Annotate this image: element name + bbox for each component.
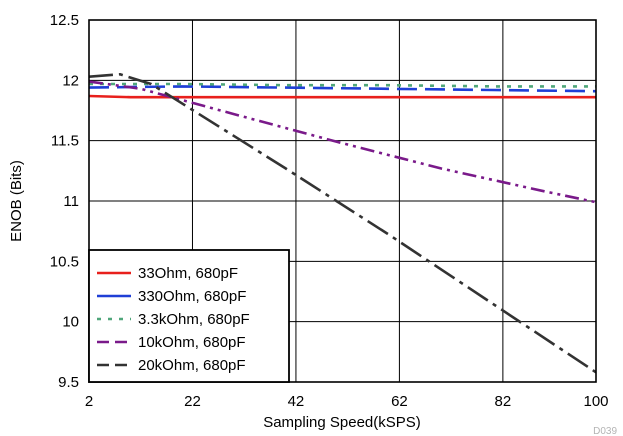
series-line-5 — [89, 73, 596, 374]
x-tick-label: 42 — [288, 393, 305, 410]
x-tick-label: 62 — [391, 393, 408, 410]
series-line-1 — [89, 94, 596, 99]
legend-label-5: 20kOhm, 680pF — [138, 357, 246, 374]
plot-frame — [88, 19, 597, 383]
source-tag: D039 — [593, 426, 617, 436]
legend-label-4: 10kOhm, 680pF — [138, 334, 246, 351]
x-tick-label: 82 — [495, 393, 512, 410]
y-tick-label: 10 — [62, 314, 79, 331]
x-axis-title: Sampling Speed(kSPS) — [263, 414, 421, 431]
y-tick-label: 10.5 — [50, 253, 79, 270]
legend: 33Ohm, 680pF 330Ohm, 680pF 3.3kOhm, 680pF 1… — [88, 249, 290, 383]
y-tick-label: 11 — [63, 193, 79, 210]
x-tick-label: 100 — [583, 393, 608, 410]
y-axis-title: ENOB (Bits) — [8, 160, 25, 242]
series-line-4 — [89, 80, 596, 204]
x-axis-ticks: 2 22 42 62 82 100 — [85, 393, 609, 410]
y-axis-ticks: 9.5 10 10.5 11 11.5 12 12.5 — [50, 12, 79, 391]
series-line-2 — [89, 85, 596, 93]
legend-label-3: 3.3kOhm, 680pF — [138, 311, 250, 328]
x-tick-label: 22 — [184, 393, 201, 410]
legend-label-2: 330Ohm, 680pF — [138, 288, 246, 305]
y-tick-label: 9.5 — [58, 374, 79, 391]
y-tick-label: 12 — [62, 72, 79, 89]
x-tick-label: 2 — [85, 393, 93, 410]
y-tick-label: 12.5 — [50, 12, 79, 29]
series-lines — [89, 73, 596, 374]
y-tick-label: 11.5 — [51, 133, 79, 150]
series-line-3 — [89, 82, 596, 88]
legend-label-1: 33Ohm, 680pF — [138, 265, 238, 282]
